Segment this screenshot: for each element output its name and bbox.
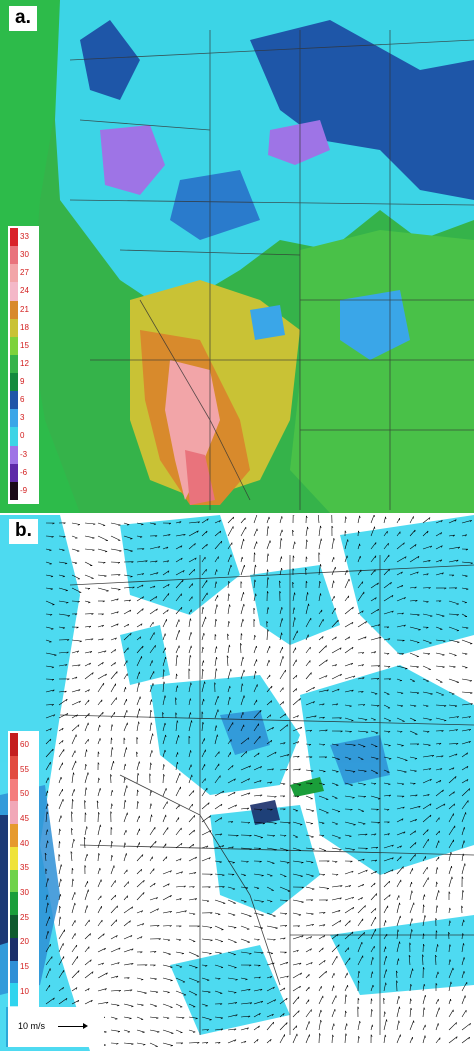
colorbar-tick-label: 40 <box>20 838 29 848</box>
colorbar-swatch <box>10 824 18 847</box>
colorbar-tick-label: -9 <box>20 485 28 495</box>
colorbar-swatch <box>10 300 18 319</box>
colorbar-tick-label: 15 <box>20 961 29 971</box>
colorbar-tick-label: 30 <box>20 887 29 897</box>
panel-a-map: a. 33 30 27 24 21 18 15 12 9 6 3 0 -3 -6 -9 <box>0 0 474 513</box>
colorbar-tick-label: 3 <box>20 413 25 423</box>
colorbar-swatch <box>10 354 18 373</box>
colorbar-swatch <box>10 445 18 464</box>
colorbar-swatch <box>10 937 18 961</box>
colorbar-tick-label: 24 <box>20 286 29 296</box>
colorbar-tick-label: 21 <box>20 304 29 314</box>
colorbar-tick-label: 55 <box>20 764 29 774</box>
panel-b-map: b. 60555045403530252015105 10 m/s <box>0 515 474 1051</box>
panel-a-colorbar: 33 30 27 24 21 18 15 12 9 6 3 0 -3 -6 -9 <box>8 226 39 504</box>
colorbar-tick-label: 35 <box>20 863 29 873</box>
colorbar-swatch <box>10 983 18 1007</box>
colorbar-tick-label: 0 <box>20 431 25 441</box>
panel-b-colorbar: 60555045403530252015105 <box>8 731 39 1033</box>
panel-a-colorbar-swatches <box>10 228 18 500</box>
wind-scale-label: 10 m/s <box>18 1021 46 1031</box>
colorbar-swatch <box>10 318 18 337</box>
colorbar-swatch <box>10 264 18 283</box>
colorbar-tick-label: 50 <box>20 789 29 799</box>
colorbar-tick-label: 18 <box>20 322 29 332</box>
colorbar-tick-label: 9 <box>20 377 25 386</box>
colorbar-swatch <box>10 427 18 446</box>
colorbar-swatch <box>10 463 18 482</box>
colorbar-swatch <box>10 915 18 938</box>
colorbar-swatch <box>10 892 18 916</box>
colorbar-tick-label: 10 <box>20 986 29 996</box>
colorbar-swatch <box>10 869 18 893</box>
colorbar-swatch <box>10 391 18 410</box>
colorbar-tick-label: -3 <box>20 449 28 459</box>
wind-scale-legend: 10 m/s <box>6 1007 104 1047</box>
colorbar-swatch <box>10 282 18 301</box>
colorbar-tick-label: 60 <box>20 740 29 749</box>
colorbar-tick-label: 27 <box>20 268 29 278</box>
colorbar-tick-label: 15 <box>20 340 29 350</box>
colorbar-swatch <box>10 778 18 802</box>
panel-a-shaded-field <box>0 0 474 513</box>
colorbar-tick-label: 33 <box>20 232 29 241</box>
colorbar-swatch <box>10 336 18 355</box>
colorbar-swatch <box>10 246 18 265</box>
wind-scale-arrow-icon <box>58 1023 88 1029</box>
panel-b-shaded-field <box>0 515 474 1051</box>
colorbar-swatch <box>10 846 18 870</box>
panel-a-colorbar-labels: 33 30 27 24 21 18 15 12 9 6 3 0 -3 -6 -9 <box>20 228 39 500</box>
colorbar-swatch <box>10 960 18 984</box>
colorbar-tick-label: -6 <box>20 467 28 477</box>
colorbar-swatch <box>10 481 18 500</box>
colorbar-swatch <box>10 733 18 756</box>
panel-b-colorbar-swatches <box>10 733 18 1029</box>
colorbar-tick-label: 12 <box>20 358 29 368</box>
colorbar-tick-label: 45 <box>20 813 29 823</box>
colorbar-swatch <box>10 409 18 428</box>
colorbar-swatch <box>10 801 18 825</box>
colorbar-tick-label: 20 <box>20 937 29 947</box>
colorbar-swatch <box>10 228 18 247</box>
colorbar-tick-label: 6 <box>20 395 25 405</box>
colorbar-tick-label: 30 <box>20 250 29 260</box>
colorbar-swatch <box>10 373 18 392</box>
panel-a-label: a. <box>9 6 37 31</box>
panel-b-label: b. <box>9 519 38 544</box>
panel-b-colorbar-labels: 60555045403530252015105 <box>20 733 39 1029</box>
colorbar-swatch <box>10 755 18 779</box>
wind-vectors <box>44 515 473 1047</box>
colorbar-tick-label: 25 <box>20 912 29 922</box>
